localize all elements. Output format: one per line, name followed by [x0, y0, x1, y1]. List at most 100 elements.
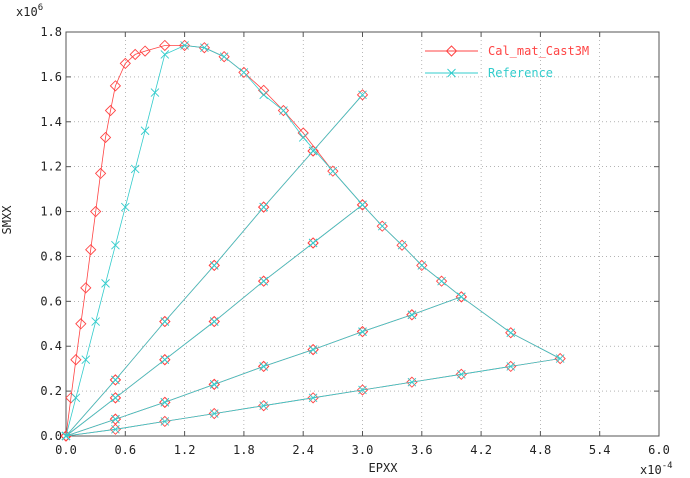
- ticks: [65, 31, 660, 437]
- data-point-cross: [81, 355, 91, 365]
- data-point-cross: [209, 380, 219, 389]
- y-tick-label: 1.2: [40, 160, 62, 174]
- data-point-diamond: [80, 282, 92, 294]
- data-point-diamond: [208, 407, 220, 420]
- data-point-cross: [101, 279, 110, 288]
- data-point-diamond: [455, 291, 467, 303]
- data-point-diamond: [159, 39, 171, 52]
- data-point-diamond: [277, 104, 290, 117]
- data-point-diamond: [327, 165, 339, 177]
- data-point-cross: [358, 90, 367, 100]
- data-point-diamond: [356, 199, 369, 211]
- data-point-cross: [358, 327, 367, 336]
- data-point-diamond: [258, 360, 270, 373]
- grid: [66, 32, 659, 436]
- data-point-cross: [259, 90, 268, 100]
- series-reference: [61, 41, 565, 441]
- data-point-cross: [200, 43, 209, 53]
- data-point-cross: [111, 424, 120, 434]
- data-point-cross: [308, 146, 318, 156]
- data-point-cross: [120, 202, 130, 212]
- data-point-diamond: [208, 259, 220, 272]
- y-tick-label: 1.8: [40, 25, 62, 39]
- x-tick-label: 0.6: [114, 443, 136, 457]
- data-point-diamond: [109, 374, 122, 386]
- data-point-cross: [506, 362, 516, 371]
- data-point-diamond: [406, 309, 418, 321]
- data-point-diamond: [416, 259, 428, 272]
- y-tick-label: 1.6: [40, 70, 62, 84]
- data-point-diamond: [104, 104, 117, 117]
- data-point-cross: [160, 317, 170, 326]
- y-axis-label: SMXX: [0, 205, 14, 235]
- data-point-diamond: [75, 318, 87, 330]
- legend-label-reference: Reference: [488, 66, 553, 80]
- x-tick-label: 5.4: [589, 443, 611, 457]
- data-point-cross: [209, 409, 219, 418]
- data-point-cross: [358, 200, 367, 210]
- data-point-diamond: [307, 145, 319, 157]
- data-point-cross: [209, 261, 219, 270]
- data-point-cross: [160, 417, 170, 426]
- data-point-diamond: [396, 239, 408, 251]
- data-point-diamond: [198, 42, 211, 54]
- legend-cross-icon: [447, 68, 456, 78]
- data-point-cross: [71, 393, 81, 403]
- data-point-cross: [160, 50, 170, 59]
- data-point-diamond: [376, 220, 388, 232]
- tick-labels: 0.0 0.6 1.2 1.8 2.4 3.0 3.6 4.2 4.8 5.4 6.0 0.0 0.2 0…: [40, 25, 670, 457]
- y-exponent: 6: [38, 3, 43, 13]
- data-point-cross: [91, 317, 100, 326]
- data-point-diamond: [159, 415, 171, 428]
- data-point-cross: [407, 310, 417, 320]
- data-point-diamond: [60, 430, 72, 442]
- data-point-cross: [111, 240, 120, 250]
- x-tick-label: 6.0: [648, 443, 670, 457]
- data-point-diamond: [178, 39, 191, 52]
- data-point-diamond: [109, 80, 122, 92]
- x-tick-label: 2.4: [292, 443, 314, 457]
- data-point-diamond: [109, 392, 122, 404]
- data-point-diamond: [356, 384, 369, 396]
- y-tick-label: 0.0: [40, 429, 62, 443]
- data-point-cross: [259, 401, 268, 411]
- y-tick-label: 0.4: [40, 339, 62, 353]
- series-cal-mat-cast3m: [60, 39, 566, 442]
- data-point-diamond: [406, 376, 418, 388]
- data-point-diamond: [208, 378, 220, 391]
- data-point-cross: [111, 414, 120, 424]
- data-point-cross: [279, 106, 288, 115]
- legend-diamond-icon: [445, 45, 458, 57]
- x-tick-label: 3.0: [352, 443, 374, 457]
- y-tick-label: 0.2: [40, 384, 62, 398]
- data-point-diamond: [129, 48, 141, 61]
- data-point-diamond: [258, 201, 270, 213]
- legend: Cal_mat_Cast3M Reference: [425, 44, 589, 80]
- data-point-cross: [308, 345, 318, 354]
- data-point-cross: [130, 164, 140, 174]
- x-tick-label: 4.2: [470, 443, 492, 457]
- data-point-diamond: [356, 325, 369, 338]
- data-point-diamond: [139, 45, 151, 57]
- data-point-cross: [506, 328, 516, 338]
- data-point-diamond: [90, 205, 102, 218]
- data-point-diamond: [455, 368, 467, 380]
- data-point-diamond: [99, 131, 112, 144]
- data-point-cross: [457, 369, 466, 379]
- data-point-cross: [259, 276, 268, 286]
- data-point-diamond: [258, 400, 270, 412]
- data-point-diamond: [159, 354, 171, 366]
- data-point-diamond: [356, 89, 369, 101]
- data-point-cross: [457, 292, 466, 302]
- data-point-cross: [150, 88, 160, 97]
- data-point-cross: [555, 354, 565, 363]
- data-point-cross: [219, 52, 229, 62]
- data-point-cross: [259, 202, 268, 212]
- data-point-diamond: [109, 413, 122, 425]
- x-tick-label: 1.8: [233, 443, 255, 457]
- data-point-diamond: [307, 237, 319, 249]
- x-tick-label: 3.6: [411, 443, 433, 457]
- data-point-cross: [328, 166, 338, 176]
- y-multiplier: x106: [16, 3, 43, 19]
